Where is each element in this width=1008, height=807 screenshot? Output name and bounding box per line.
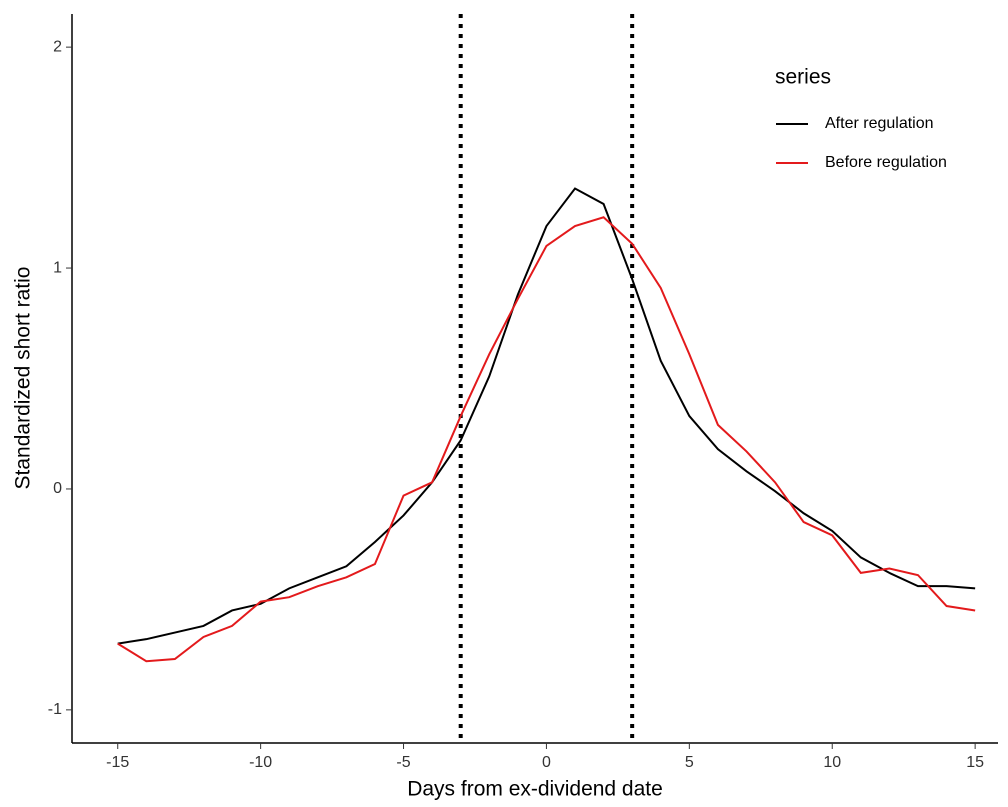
y-axis-label: Standardized short ratio bbox=[12, 267, 35, 490]
x-tick-label: -10 bbox=[249, 754, 272, 771]
x-tick-label: -15 bbox=[106, 754, 129, 771]
x-tick-label: 10 bbox=[823, 754, 841, 771]
y-tick-label: 0 bbox=[53, 480, 62, 497]
legend-title: series bbox=[775, 66, 831, 89]
series-line bbox=[117, 216, 976, 663]
x-tick-label: -5 bbox=[396, 754, 410, 771]
legend-label: After regulation bbox=[825, 115, 934, 132]
x-tick-label: 0 bbox=[542, 754, 551, 771]
legend-label: Before regulation bbox=[825, 154, 947, 171]
x-axis-label: Days from ex-dividend date bbox=[407, 778, 663, 801]
x-tick-label: 15 bbox=[966, 754, 984, 771]
y-tick-label: 2 bbox=[53, 38, 62, 55]
y-tick-label: 1 bbox=[53, 259, 62, 276]
y-tick-label: -1 bbox=[48, 701, 62, 718]
series-line bbox=[117, 187, 976, 645]
x-tick-label: 5 bbox=[685, 754, 694, 771]
